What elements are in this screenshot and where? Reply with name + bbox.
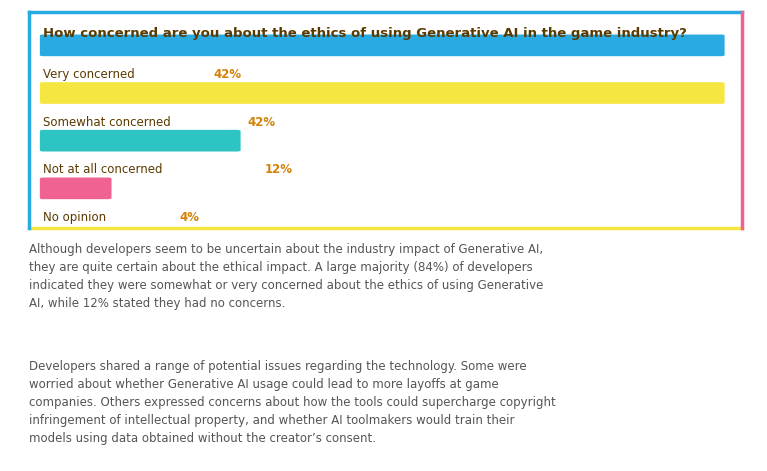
- Text: 4%: 4%: [179, 211, 199, 224]
- FancyBboxPatch shape: [40, 130, 241, 152]
- Text: Developers shared a range of potential issues regarding the technology. Some wer: Developers shared a range of potential i…: [29, 360, 556, 445]
- FancyBboxPatch shape: [40, 82, 725, 104]
- Text: 42%: 42%: [213, 68, 242, 81]
- Text: 12%: 12%: [265, 163, 292, 177]
- Text: How concerned are you about the ethics of using Generative AI in the game indust: How concerned are you about the ethics o…: [44, 27, 687, 40]
- Text: Somewhat concerned: Somewhat concerned: [44, 116, 183, 129]
- FancyBboxPatch shape: [40, 34, 725, 56]
- Text: Very concerned: Very concerned: [44, 68, 146, 81]
- Text: 42%: 42%: [248, 116, 275, 129]
- Text: Not at all concerned: Not at all concerned: [44, 163, 174, 177]
- FancyBboxPatch shape: [40, 178, 111, 199]
- Text: Although developers seem to be uncertain about the industry impact of Generative: Although developers seem to be uncertain…: [29, 243, 544, 309]
- Text: No opinion: No opinion: [44, 211, 118, 224]
